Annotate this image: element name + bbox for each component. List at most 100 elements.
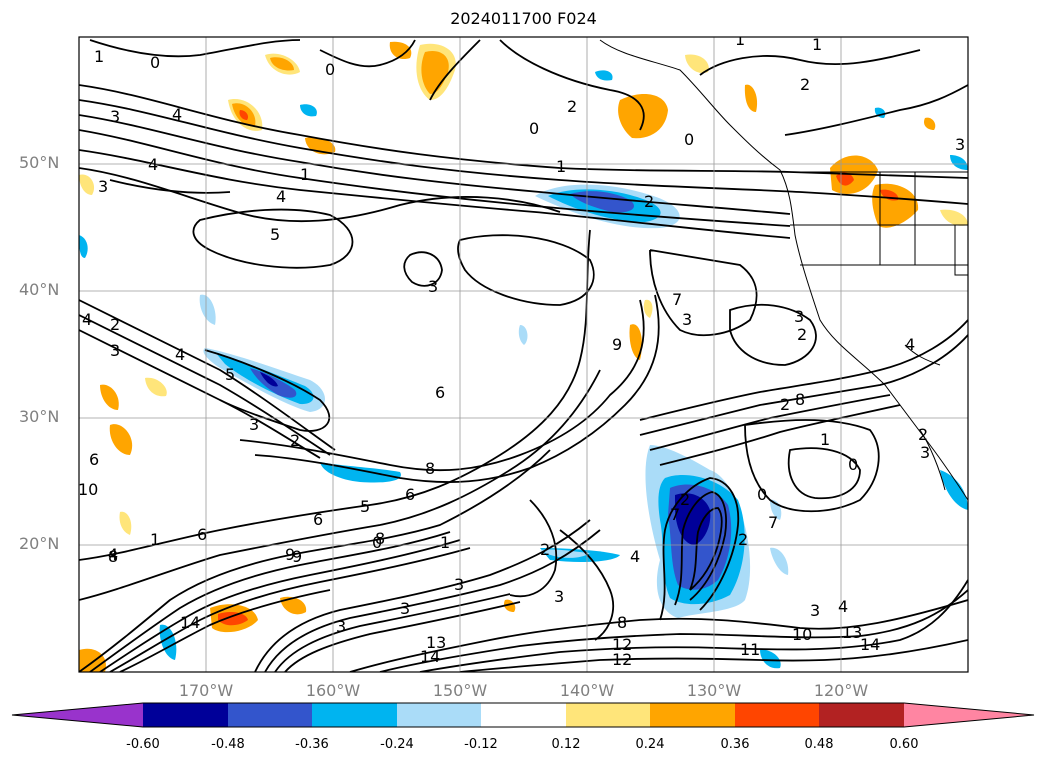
contour-label: 1 [820,430,830,449]
contour-label: 0 [529,119,539,138]
contour-label: 0 [757,485,767,504]
latitude-label: 50°N [19,153,60,172]
contour-label: 5 [225,365,235,384]
contour-label: 6 [405,485,415,504]
latitude-label: 30°N [19,407,60,426]
contour-label: 7 [670,505,680,524]
contour-label: 5 [270,225,280,244]
contour-label: 3 [249,415,259,434]
colorbar-tick: 0.48 [804,737,834,752]
contour-label: 8 [425,459,435,478]
contour-label: 3 [554,587,564,606]
contour-label: 8 [795,390,805,409]
contour-label: 4 [148,155,158,174]
colorbar-bin [397,703,481,727]
contour-label: 3 [955,135,965,154]
contour-label: 2 [644,192,654,211]
colorbar-tick: -0.60 [126,737,160,752]
colorbar-tick: 0.24 [635,737,665,752]
longitude-label: 130°W [686,681,742,700]
contour-label: 1 [94,47,104,66]
colorbar-max-extend [904,703,1034,727]
contour-label: 1 [812,35,822,54]
contour-label: 1 [735,30,745,49]
contour-label: 8 [375,529,385,548]
contour-label: 1 [440,533,450,552]
contour-label: 3 [794,307,804,326]
longitude-label: 160°W [305,681,361,700]
contour-label: 4 [172,105,182,124]
graticule [79,37,968,672]
contour-label: 11 [740,640,760,659]
colorbar-tick: -0.24 [380,737,414,752]
colorbar-tick: -0.48 [211,737,245,752]
colorbar-bin [143,703,228,727]
contour-label: 3 [682,310,692,329]
longitude-label: 150°W [432,681,488,700]
colorbar-tick: -0.12 [464,737,498,752]
contour-label: 10 [78,480,98,499]
contour-label: 6 [313,510,323,529]
contour-label: 2 [738,530,748,549]
colorbar-bin [481,703,566,727]
contour-label: 8 [108,547,118,566]
contour-label: 3 [810,601,820,620]
contour-label: 6 [89,450,99,469]
contour-label: 2 [540,540,550,559]
colorbar-bin [566,703,650,727]
contour-label: 7 [768,513,778,532]
contour-label: 0 [325,60,335,79]
contour-label: 2 [918,425,928,444]
contour-lines [79,39,968,672]
contour-label: 2 [800,75,810,94]
contour-label: 14 [180,613,200,632]
contour-label: 3 [110,107,120,126]
contour-label: 10 [792,625,812,644]
contour-label: 4 [82,310,92,329]
contour-label: 3 [428,277,438,296]
contour-label: 2 [567,97,577,116]
contour-label: 3 [400,599,410,618]
contour-label: 5 [360,497,370,516]
longitude-label: 170°W [178,681,234,700]
contour-label: 13 [842,623,862,642]
longitude-label: 120°W [813,681,869,700]
contour-label: 2 [797,325,807,344]
contour-label: 9 [285,545,295,564]
contour-label: 4 [630,547,640,566]
colorbar-tick: 0.60 [889,737,919,752]
contour-label: 4 [905,335,915,354]
contour-label: 2 [780,395,790,414]
colorbar-tick: 0.12 [551,737,581,752]
contour-label: 4 [838,597,848,616]
contour-label: 14 [860,635,880,654]
colorbar [11,702,1035,728]
colorbar-bin [819,703,904,727]
coastline [599,39,968,501]
contour-label: 7 [672,290,682,309]
latitude-label: 40°N [19,280,60,299]
map-title: 2024011700 F024 [450,9,597,28]
contour-label: 3 [98,177,108,196]
map-frame [78,36,969,673]
colorbar-bin [228,703,312,727]
colorbar-outline [11,702,1035,728]
contour-label: 6 [435,383,445,402]
contour-label: 12 [612,635,632,654]
contour-label: 1 [300,165,310,184]
contour-label: 4 [276,187,286,206]
colorbar-bin [650,703,735,727]
colorbar-tick: -0.36 [295,737,329,752]
contour-label: 3 [336,617,346,636]
contour-label: 3 [110,341,120,360]
contour-label: 2 [110,315,120,334]
colorbar-bin [735,703,819,727]
longitude-label: 140°W [559,681,615,700]
contour-label: 4 [108,545,118,564]
contour-label: 14 [420,647,440,666]
contour-label: 9 [612,335,622,354]
colorbar-bin [312,703,397,727]
contour-label: 0 [372,533,382,552]
contour-label: 13 [426,633,446,652]
